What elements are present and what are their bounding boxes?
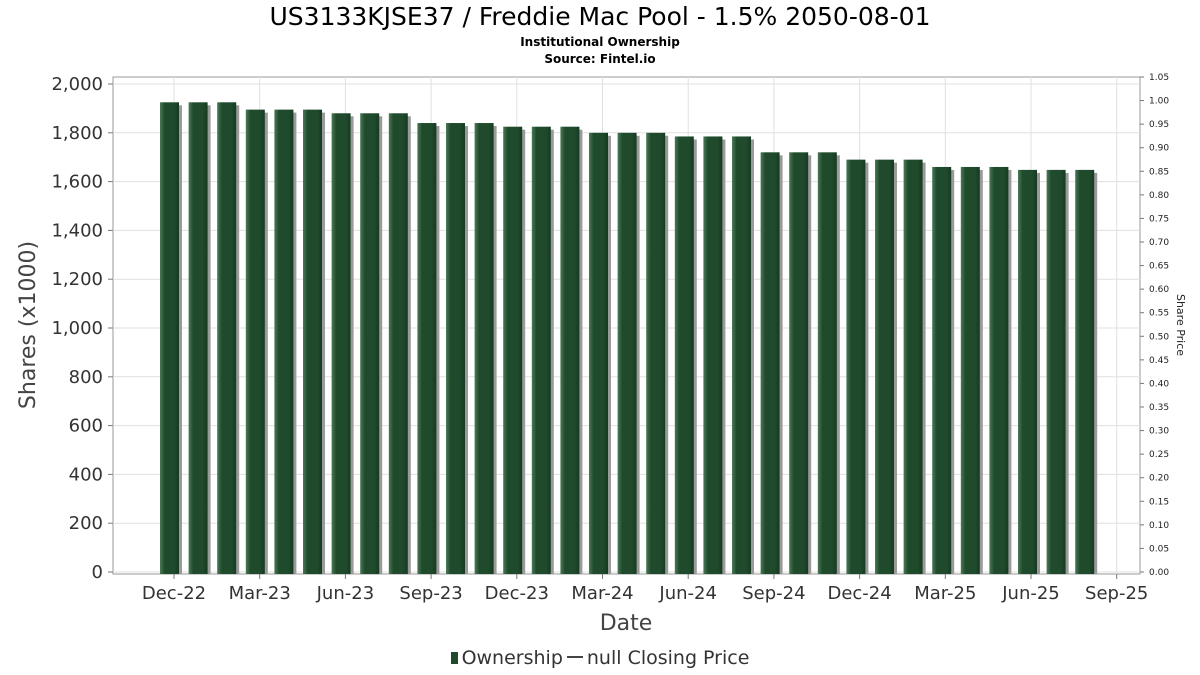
x-tick-label: Jun-24 xyxy=(658,583,717,604)
ownership-bar xyxy=(960,166,980,574)
y2-tick-label: 0.05 xyxy=(1149,544,1169,554)
ownership-bar xyxy=(732,136,751,574)
y-tick-label: 600 xyxy=(69,416,103,437)
x-tick-label: Dec-23 xyxy=(485,583,549,604)
x-tick-label: Sep-23 xyxy=(399,583,462,604)
ownership-bar xyxy=(674,136,694,574)
y2-tick-label: 1.00 xyxy=(1149,97,1169,107)
ownership-bar xyxy=(331,113,351,574)
ownership-bar xyxy=(1018,169,1037,574)
y2-tick-label: 0.25 xyxy=(1149,450,1169,460)
ownership-bar xyxy=(817,152,837,574)
ownership-bar xyxy=(903,159,923,574)
y-tick-label: 400 xyxy=(69,464,103,485)
y-tick-label: 800 xyxy=(69,367,103,388)
y-tick-label: 200 xyxy=(69,513,103,534)
ownership-bar xyxy=(760,152,780,574)
y-tick-label: 1,000 xyxy=(51,318,103,339)
ownership-bar xyxy=(303,109,322,575)
ownership-bar xyxy=(589,132,608,575)
ownership-bar xyxy=(789,152,809,574)
ownership-bar xyxy=(417,123,437,574)
y-tick-label: 1,800 xyxy=(51,123,103,144)
ownership-bar xyxy=(932,166,952,574)
y-tick-label: 1,400 xyxy=(51,220,103,241)
x-tick-label: Dec-24 xyxy=(827,583,891,604)
y2-tick-label: 0.40 xyxy=(1149,379,1169,389)
ownership-bar xyxy=(531,126,551,574)
y2-tick-label: 0.20 xyxy=(1149,474,1169,484)
y2-axis-ticks: 0.00 0.05 0.10 0.15 0.20 0.25 0.30 0.35 0.40 0.45… xyxy=(1140,73,1169,578)
x-tick-label: Jun-23 xyxy=(316,583,375,604)
y2-tick-label: 0.55 xyxy=(1149,309,1169,319)
x-axis-title: Date xyxy=(600,611,653,636)
ownership-bar xyxy=(617,132,637,575)
y2-tick-label: 0.85 xyxy=(1149,167,1169,177)
y-axis-ticks: 0 200 400 600 800 1,000 1,200 1,400 1,600 1,800 2,… xyxy=(51,74,113,583)
y-tick-label: 2,000 xyxy=(51,74,103,95)
ownership-bar xyxy=(560,126,580,574)
ownership-bar xyxy=(646,132,666,575)
x-tick-label: Mar-25 xyxy=(914,583,976,604)
y2-tick-label: 0.15 xyxy=(1149,497,1169,507)
chart-subtitle: Institutional Ownership xyxy=(520,35,680,49)
y2-tick-label: 0.65 xyxy=(1149,262,1169,272)
x-axis-ticks: Dec-22 Mar-23 Jun-23 Sep-23 Dec-23 Mar-24 Jun-… xyxy=(142,574,1148,604)
ownership-legend-swatch xyxy=(450,652,458,664)
y-tick-label: 1,200 xyxy=(51,269,103,290)
y2-tick-label: 0.80 xyxy=(1149,191,1169,201)
chart-title: US3133KJSE37 / Freddie Mac Pool - 1.5% 2… xyxy=(269,2,931,31)
y2-tick-label: 0.45 xyxy=(1149,356,1169,366)
y2-tick-label: 0.95 xyxy=(1149,120,1169,130)
y-tick-label: 1,600 xyxy=(51,172,103,193)
y2-tick-label: 1.05 xyxy=(1149,73,1169,83)
ownership-bar xyxy=(388,113,408,574)
ownership-bar xyxy=(846,159,866,574)
ownership-bar xyxy=(188,102,208,575)
y2-tick-label: 0.35 xyxy=(1149,403,1169,413)
ownership-bar xyxy=(446,123,465,574)
ownership-bar xyxy=(1075,169,1095,574)
x-tick-label: Dec-22 xyxy=(142,583,206,604)
ownership-bar xyxy=(875,159,894,574)
ownership-bar xyxy=(360,113,380,574)
ownership-bar xyxy=(274,109,294,575)
bar-series xyxy=(160,102,1098,575)
x-tick-label: Mar-24 xyxy=(571,583,633,604)
chart-legend: Ownership null Closing Price xyxy=(0,647,1200,669)
y-axis-title: Shares (x1000) xyxy=(16,241,41,409)
y-tick-label: 0 xyxy=(92,562,103,583)
y2-tick-label: 0.70 xyxy=(1149,238,1169,248)
ownership-bar xyxy=(217,102,237,575)
x-tick-label: Sep-25 xyxy=(1085,583,1148,604)
x-tick-label: Sep-24 xyxy=(742,583,805,604)
ownership-bar xyxy=(245,109,265,575)
y2-tick-label: 0.75 xyxy=(1149,214,1169,224)
x-tick-label: Jun-25 xyxy=(1001,583,1060,604)
ownership-bar xyxy=(160,102,179,575)
ownership-bar xyxy=(703,136,723,574)
ownership-bar xyxy=(1046,169,1066,574)
ownership-bar xyxy=(989,166,1009,574)
price-legend-swatch xyxy=(566,656,583,658)
ownership-bar xyxy=(503,126,523,574)
y2-tick-label: 0.90 xyxy=(1149,144,1169,154)
y2-axis-title: Share Price xyxy=(1174,294,1187,356)
y2-tick-label: 0.10 xyxy=(1149,521,1169,531)
price-legend-label: null Closing Price xyxy=(586,647,750,669)
y2-tick-label: 0.60 xyxy=(1149,285,1169,295)
y2-tick-label: 0.00 xyxy=(1149,568,1169,578)
y2-tick-label: 0.30 xyxy=(1149,427,1169,437)
ownership-bar xyxy=(474,123,494,574)
chart-source: Source: Fintel.io xyxy=(544,52,656,66)
ownership-legend-label: Ownership xyxy=(461,647,563,669)
x-tick-label: Mar-23 xyxy=(229,583,291,604)
y2-tick-label: 0.50 xyxy=(1149,332,1169,342)
